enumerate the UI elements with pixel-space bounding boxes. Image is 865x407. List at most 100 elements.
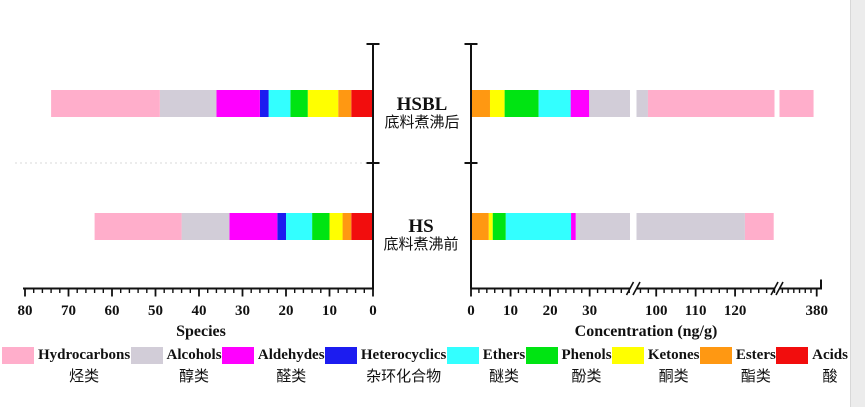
bar-segment-HSBL-Hydrocarbons [647,90,775,117]
bar-segment-HSBL-Aldehydes [570,90,590,117]
species-tick-label: 60 [105,303,120,319]
row-sublabel-hsbl: 底料煮沸后 [384,115,460,131]
legend-label-en-acids: Acids [812,347,848,363]
bar-segment-HS-Alcohols [575,213,630,240]
axis-break-slash [632,281,641,296]
legend-item-esters: Esters 酯类 [699,346,776,386]
concentration-axis-title: Concentration (ng/g) [574,323,718,340]
legend-swatch-phenols [525,346,558,364]
bar-segment-HSBL-Esters [471,90,490,117]
bar-segment-HSBL-Ethers [268,90,291,117]
bar-segment-HSBL-Ketones [489,90,505,117]
axis-break-slash [625,281,635,296]
bar-segment-HSBL-Ethers [538,90,571,117]
concentration-tick-label: 30 [582,303,597,319]
legend-swatch-alcohols [130,346,163,364]
legend-swatch-ketones [611,346,644,364]
bar-segment-HS-Hydrocarbons [744,213,774,240]
legend-label-zh-acids: 酸 [822,369,838,385]
bar-segment-HS-Acids [351,213,373,240]
legend-label-en-esters: Esters [735,347,776,363]
bar-segment-HS-Alcohols [181,213,230,240]
legend-swatch-ethers [446,346,479,364]
row-label-hsbl: HSBL [396,94,448,115]
legend-item-phenols: Phenols 酚类 [525,346,612,386]
bar-segment-HSBL-Phenols [504,90,539,117]
legend-label-en-heterocyclics: Heterocyclics [360,347,447,363]
species-tick-label: 40 [192,303,207,319]
legend-label-en-aldehydes: Aldehydes [257,347,325,363]
legend-label-en-alcohols: Alcohols [166,347,222,363]
legend-item-ethers: Ethers 醚类 [446,346,526,386]
concentration-tick-label: 10 [503,303,518,319]
row-label-hs: HS [408,216,434,237]
legend-label-zh-hydrocarbons: 烃类 [69,369,100,385]
legend-item-aldehydes: Aldehydes 醛类 [221,346,325,386]
chart-legend: Hydrocarbons 烃类 Alcohols 醇类 Aldehydes 醛类 Heter… [2,346,848,386]
species-axis-title: Species [176,323,226,340]
bar-segment-HSBL-Aldehydes [216,90,260,117]
bar-segment-HS-Aldehydes [571,213,576,240]
bar-segment-HSBL-Alcohols [636,90,648,117]
legend-label-en-ethers: Ethers [482,347,526,363]
legend-item-heterocyclics: Heterocyclics 杂环化合物 [324,346,447,386]
legend-swatch-aldehydes [221,346,254,364]
legend-label-en-hydrocarbons: Hydrocarbons [38,347,131,363]
bar-segment-HS-Ketones [488,213,493,240]
species-tick-label: 10 [322,303,337,319]
bar-segment-HSBL-Hydrocarbons [779,90,814,117]
bar-segment-HSBL-Esters [338,90,352,117]
legend-label-zh-ketones: 酮类 [658,369,689,385]
concentration-tick-label: 0 [467,303,475,319]
bar-segment-HS-Phenols [492,213,506,240]
page-margin-strip [850,0,865,407]
bar-segment-HS-Ketones [329,213,343,240]
bar-segment-HS-Esters [471,213,489,240]
species-tick-label: 50 [148,303,163,319]
bar-segment-HSBL-Heterocyclics [259,90,269,117]
bar-segment-HS-Ethers [505,213,572,240]
legend-label-en-phenols: Phenols [561,347,612,363]
legend-label-zh-phenols: 酚类 [571,369,602,385]
bar-segment-HS-Hydrocarbons [94,213,182,240]
species-tick-label: 0 [369,303,377,319]
concentration-tick-label: 20 [543,303,558,319]
legend-label-zh-ethers: 醚类 [488,369,519,385]
concentration-tick-label: 120 [724,303,747,319]
legend-swatch-hydrocarbons [2,346,34,364]
legend-swatch-acids [776,346,809,364]
bar-segment-HSBL-Ketones [307,90,339,117]
bar-segment-HSBL-Hydrocarbons [51,90,160,117]
bar-segment-HS-Phenols [312,213,330,240]
legend-swatch-heterocyclics [324,346,357,364]
legend-item-acids: Acids 酸 [776,346,848,386]
legend-item-ketones: Ketones 酮类 [611,346,700,386]
species-tick-label: 30 [235,303,250,319]
concentration-tick-label: 110 [685,303,707,319]
bar-segment-HS-Alcohols [636,213,745,240]
bar-segment-HS-Aldehydes [229,213,278,240]
legend-label-zh-alcohols: 醇类 [179,369,210,385]
bar-segment-HSBL-Alcohols [589,90,630,117]
bar-segment-HS-Ethers [286,213,313,240]
legend-label-zh-esters: 酯类 [740,369,771,385]
concentration-tick-label: 100 [645,303,668,319]
legend-label-en-ketones: Ketones [647,347,700,363]
axis-break-slash [775,281,784,296]
legend-swatch-esters [699,346,732,364]
species-tick-label: 80 [18,303,33,319]
concentration-tick-label: 380 [805,303,828,319]
bar-segment-HS-Esters [342,213,352,240]
species-tick-label: 20 [279,303,294,319]
legend-item-hydrocarbons: Hydrocarbons 烃类 [2,346,130,386]
legend-item-alcohols: Alcohols 醇类 [130,346,222,386]
bar-segment-HSBL-Acids [351,90,373,117]
bar-segment-HS-Heterocyclics [277,213,286,240]
legend-label-zh-heterocyclics: 杂环化合物 [366,369,442,385]
species-tick-label: 70 [61,303,76,319]
bar-segment-HSBL-Phenols [290,90,308,117]
legend-label-zh-aldehydes: 醛类 [276,369,307,385]
bar-segment-HSBL-Alcohols [159,90,217,117]
